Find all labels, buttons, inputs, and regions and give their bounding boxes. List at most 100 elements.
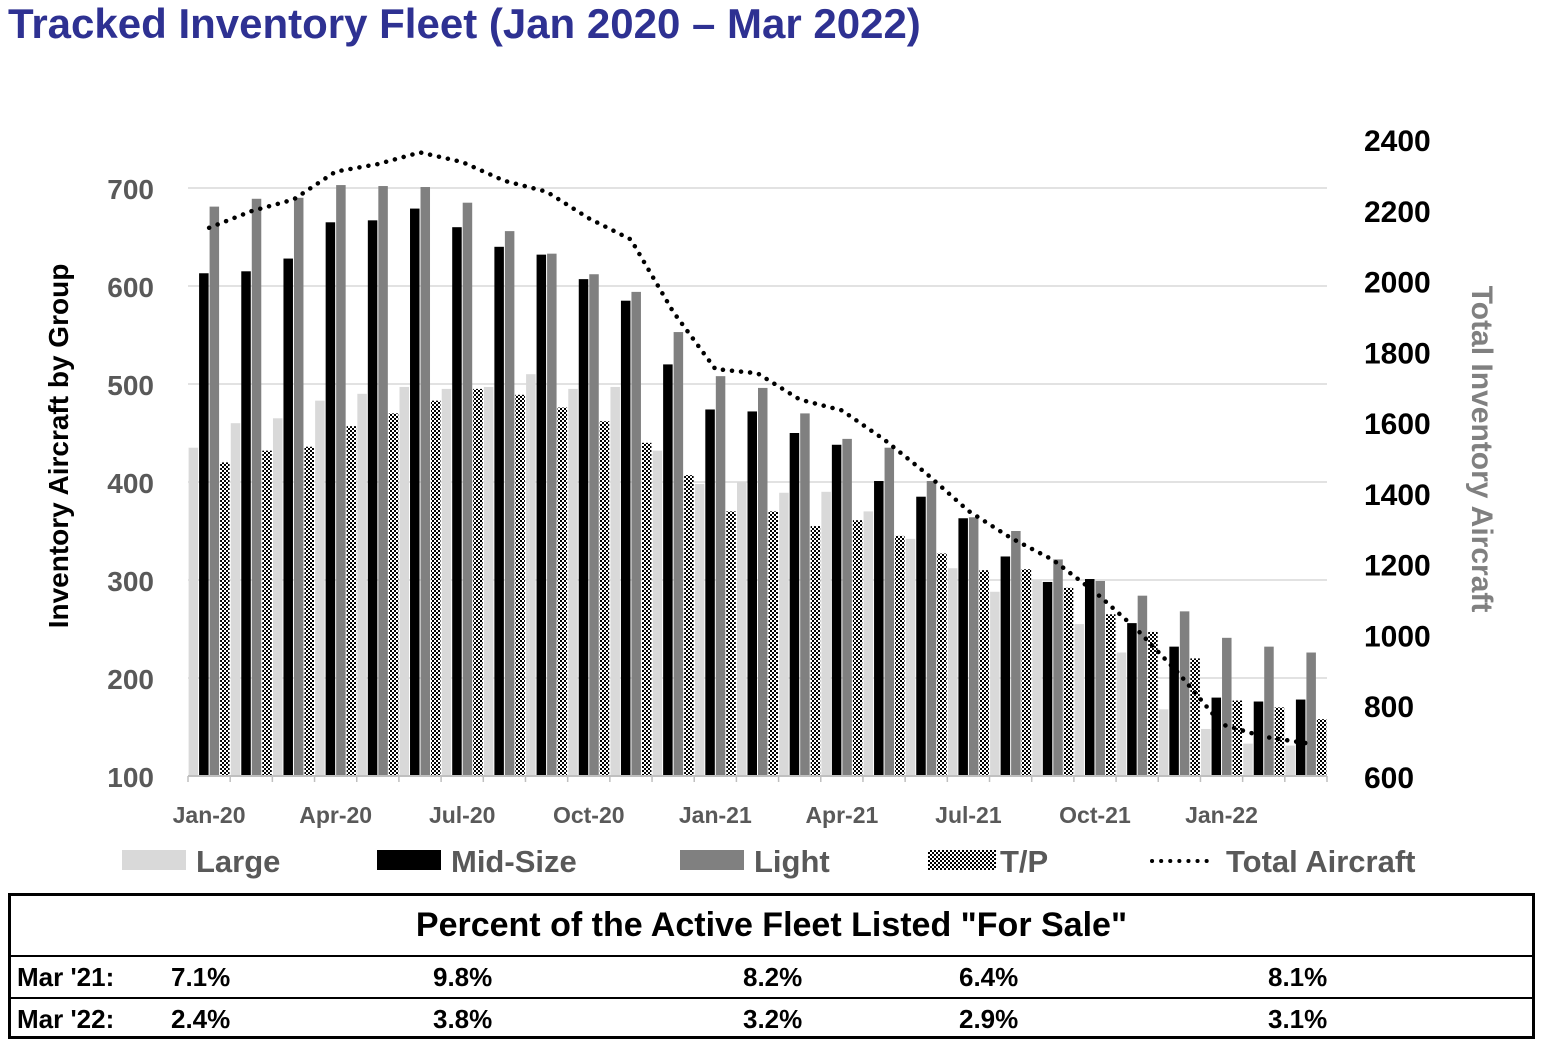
bar-light [884, 447, 895, 776]
bar-mid-size [874, 481, 884, 776]
bar-t-p [431, 400, 441, 776]
legend-swatch-t-p [928, 850, 996, 870]
bar-light [336, 185, 346, 776]
inventory-chart: 100 200 300 400 500 600 700 600 800 1000 1200 1400 1… [43, 125, 1498, 879]
bar-t-p [684, 475, 694, 776]
bar-t-p [1190, 658, 1200, 776]
x-tick-label: Jan-20 [173, 802, 246, 828]
bar-large [272, 418, 283, 776]
bar-t-p [895, 535, 905, 776]
row-label: Mar '21: [17, 962, 115, 992]
y2-axis-title: Total Inventory Aircraft [1465, 286, 1498, 613]
y2-tick-label: 1800 [1364, 337, 1431, 370]
y-axis-title: Inventory Aircraft by Group [43, 264, 74, 629]
y2-tick-label: 800 [1364, 691, 1414, 724]
bar-large [1285, 745, 1295, 776]
bar-large [779, 492, 789, 776]
y2-tick-label: 2000 [1364, 267, 1431, 300]
bar-light [589, 274, 599, 776]
bar-mid-size [325, 222, 336, 777]
bar-mid-size [578, 279, 589, 776]
legend: Large Mid-Size Light T/P Total Aircraft [122, 844, 1415, 879]
bar-t-p [473, 388, 483, 776]
bar-t-p [515, 394, 525, 776]
x-tick-label: Apr-21 [805, 802, 878, 828]
bar-light [251, 198, 262, 776]
bar-t-p [557, 407, 568, 776]
bar-light [293, 197, 304, 777]
for-sale-table-title: Percent of the Active Fleet Listed "For … [11, 896, 1532, 957]
bar-large [1243, 743, 1253, 776]
bar-light [504, 231, 515, 776]
table-cell: 2.9% [959, 1004, 1019, 1034]
table-cell: 8.1% [1268, 962, 1328, 992]
bar-mid-size [494, 246, 504, 777]
bar-large [441, 388, 452, 776]
bar-light [1179, 611, 1190, 776]
bar-mid-size [663, 364, 673, 776]
y2-tick-label: 1200 [1364, 550, 1431, 583]
bar-large [905, 538, 916, 776]
bar-mid-size [1253, 701, 1264, 776]
bar-large [1158, 709, 1169, 776]
bar-mid-size [410, 208, 420, 776]
bar-large [863, 511, 874, 776]
legend-label-mid-size: Mid-Size [451, 844, 577, 879]
axes: 100 200 300 400 500 600 700 600 800 1000 1200 1400 1… [43, 125, 1498, 828]
bar-light [1137, 595, 1148, 776]
table-row: Mar '21: 7.1% 9.8% 8.2% 6.4% 8.1% [11, 957, 1532, 997]
bar-light [673, 332, 684, 776]
legend-label-total-aircraft: Total Aircraft [1226, 844, 1415, 879]
y2-tick-label: 2200 [1364, 196, 1431, 229]
total-aircraft-line [206, 150, 1309, 746]
bar-t-p [768, 511, 778, 776]
bar-large [1116, 652, 1127, 776]
bar-light [1053, 559, 1063, 776]
bar-t-p [852, 520, 863, 776]
x-tick-label: Jul-20 [429, 802, 495, 828]
legend-swatch-large [122, 850, 186, 870]
y-tick-label: 400 [107, 468, 154, 499]
bar-t-p [1232, 700, 1243, 776]
table-cell: 3.8% [433, 1004, 493, 1034]
legend-swatch-mid-size [377, 850, 441, 870]
page-title: Tracked Inventory Fleet (Jan 2020 – Mar … [8, 0, 921, 47]
bar-t-p [1021, 569, 1032, 776]
table-cell: 2.4% [171, 1004, 231, 1034]
bar-mid-size [831, 444, 842, 776]
bar-t-p [346, 426, 357, 776]
bar-t-p [220, 462, 230, 776]
table-cell: 6.4% [959, 962, 1019, 992]
bar-large [1201, 728, 1211, 776]
bar-t-p [979, 570, 989, 776]
bar-mid-size [916, 496, 926, 776]
table-cell: 3.1% [1268, 1004, 1328, 1034]
bar-light [1222, 637, 1232, 776]
bar-mid-size [1295, 699, 1306, 776]
bar-mid-size [283, 258, 293, 776]
bar-t-p [388, 413, 399, 776]
bar-mid-size [536, 254, 547, 776]
bar-large [1032, 580, 1042, 776]
bar-light [800, 413, 810, 776]
total-line [206, 150, 1309, 746]
bar-light [631, 291, 641, 776]
bar-mid-size [789, 433, 800, 776]
bar-light [378, 186, 388, 777]
bar-t-p [726, 511, 736, 776]
bar-light [1095, 580, 1105, 776]
row-label: Mar '22: [17, 1004, 115, 1034]
bar-large [1074, 624, 1084, 776]
table-cell: 3.2% [743, 1004, 803, 1034]
bar-light [462, 202, 473, 776]
bar-t-p [1063, 587, 1074, 776]
bar-large [694, 483, 705, 776]
y-tick-label: 100 [107, 762, 154, 793]
bar-large [947, 568, 958, 776]
bar-mid-size [705, 409, 715, 776]
bar-mid-size [241, 271, 251, 776]
x-tick-label: Oct-20 [553, 802, 625, 828]
bar-large [526, 374, 536, 776]
x-tick-label: Oct-21 [1059, 802, 1131, 828]
y-tick-label: 200 [107, 664, 154, 695]
